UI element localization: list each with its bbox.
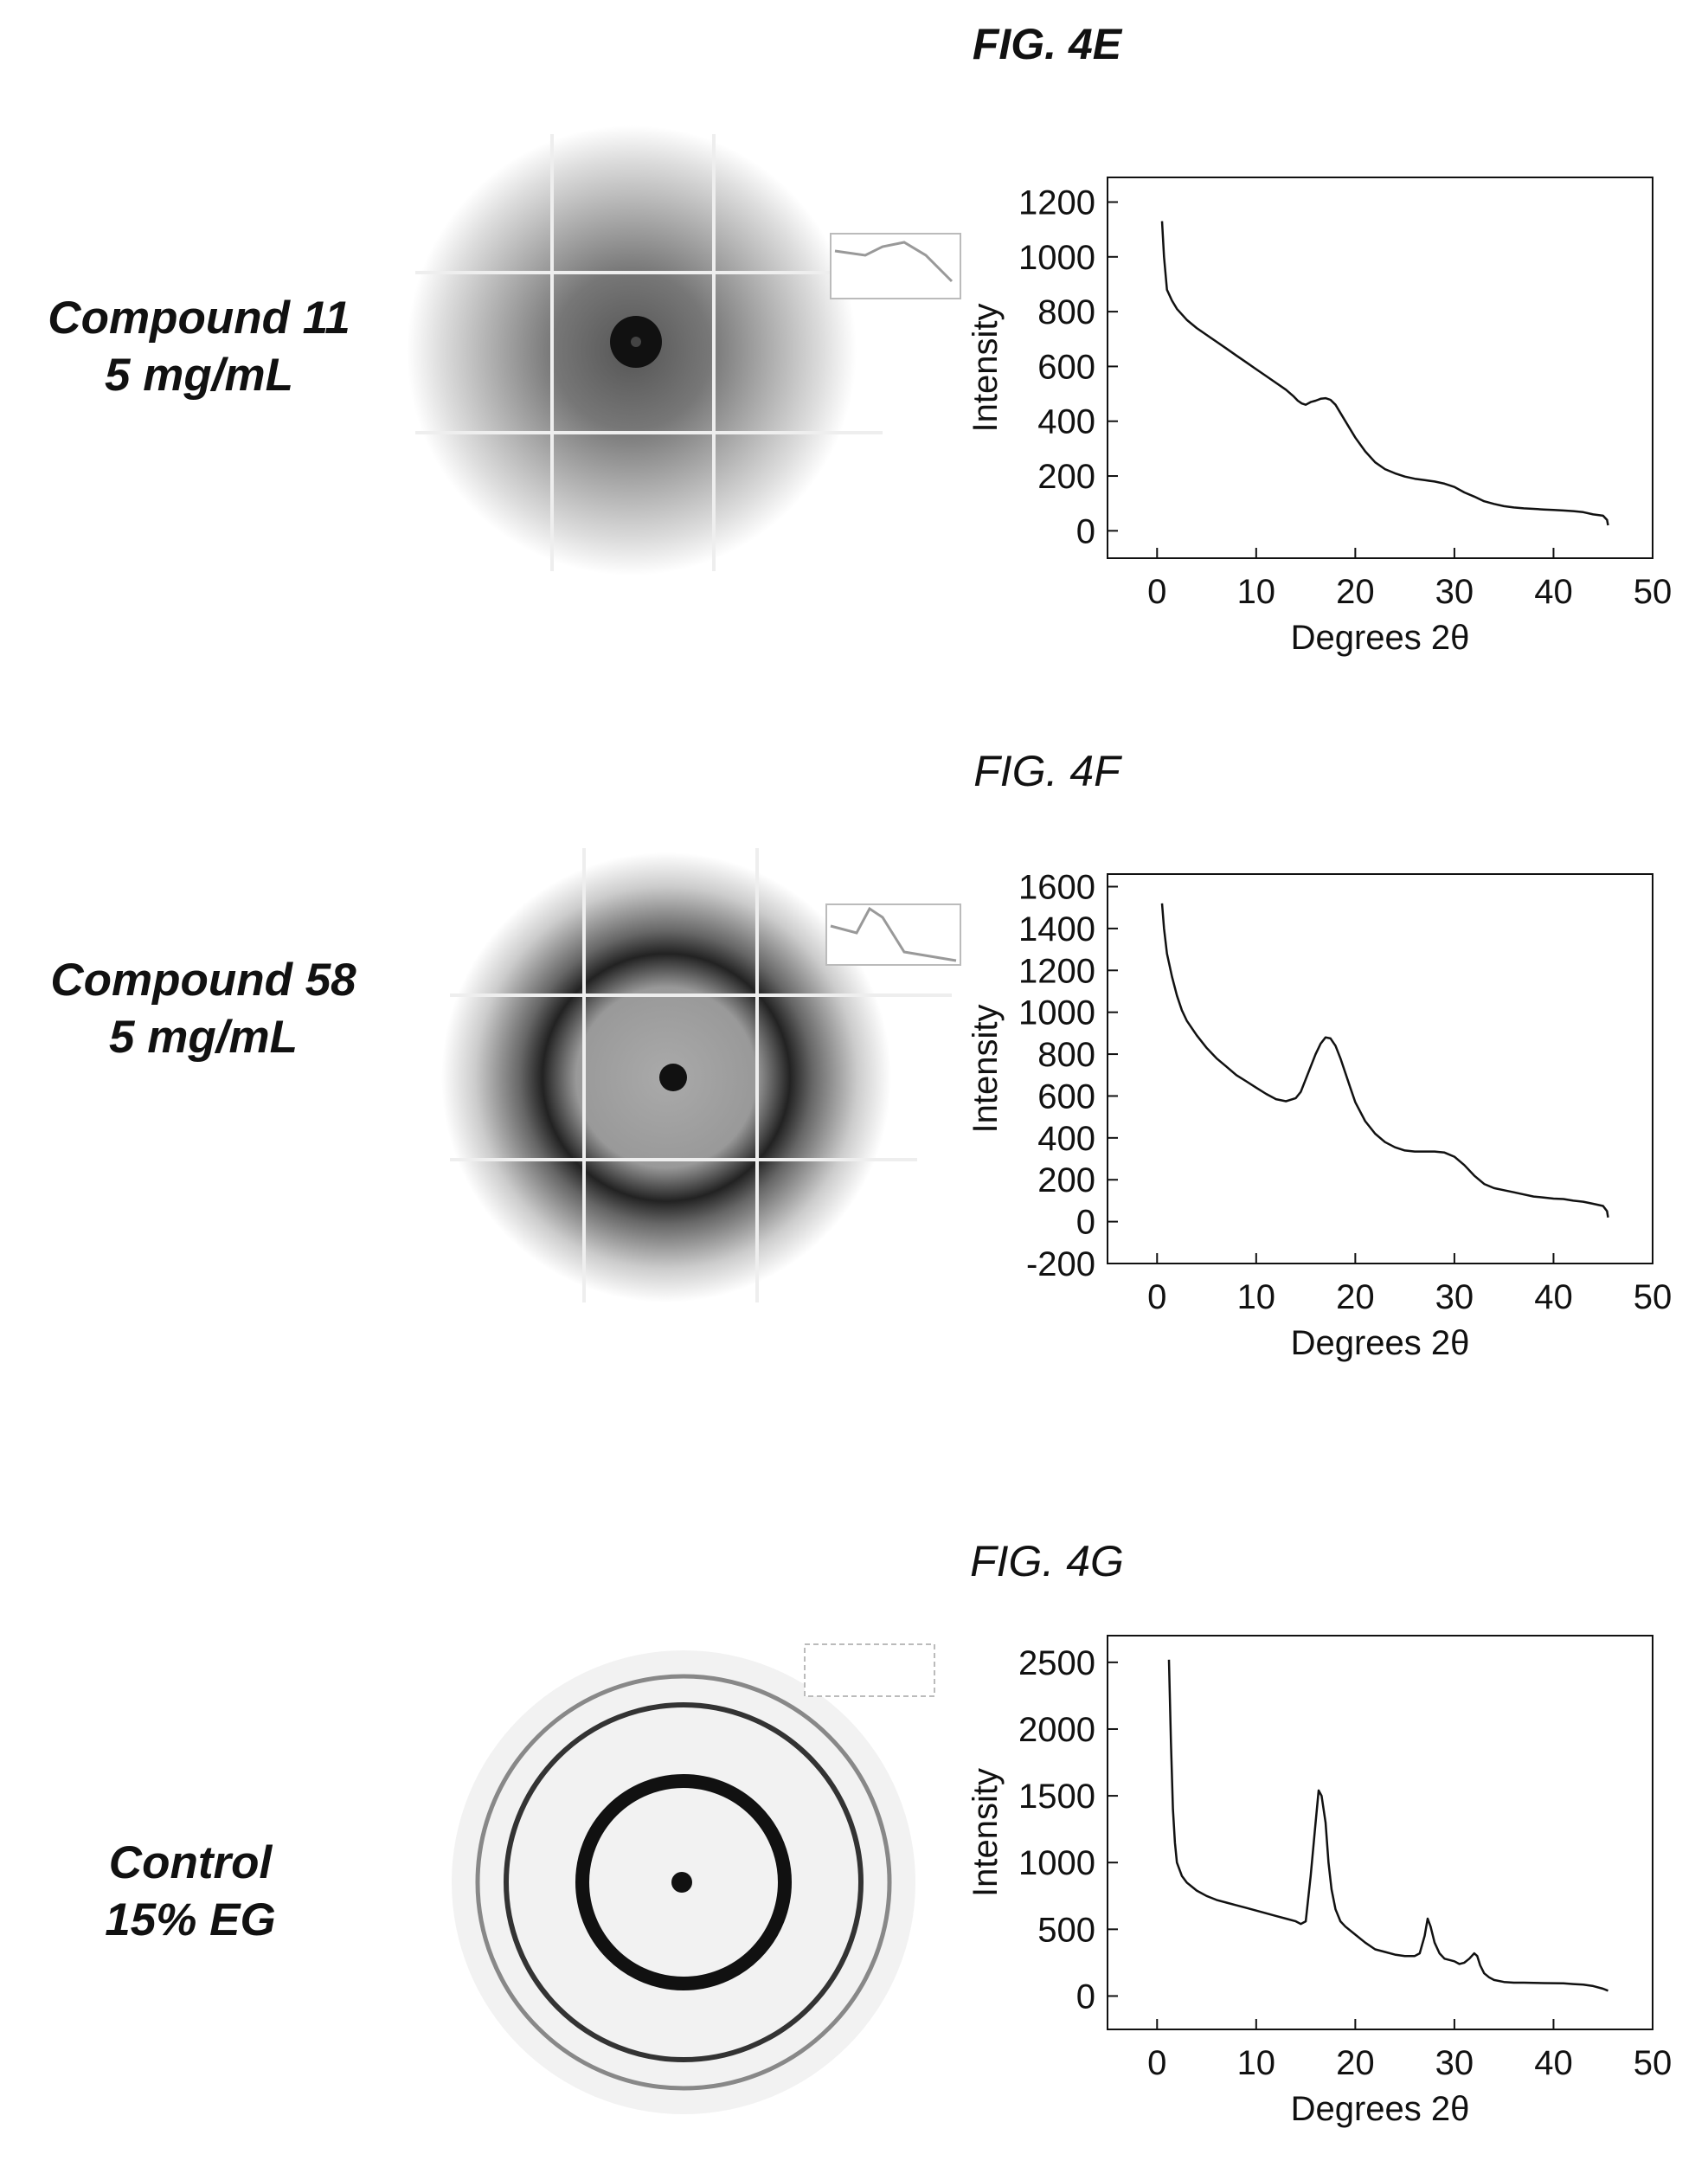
inner-ring [575, 1774, 792, 1990]
x-tick-label: 30 [1435, 573, 1474, 611]
outer-ring [475, 1674, 892, 2091]
y-tick-label: 0 [1076, 512, 1095, 550]
figure-label-4e: FIG. 4E [972, 20, 1122, 68]
x-tick-label: 0 [1147, 1278, 1166, 1316]
figure-label-4g: FIG. 4G [970, 1537, 1124, 1585]
x-tick-label: 30 [1435, 2044, 1474, 2082]
y-tick-label: 1200 [1018, 952, 1095, 990]
x-tick-label: 10 [1237, 1278, 1276, 1316]
y-tick-label: 2500 [1018, 1644, 1095, 1682]
x-tick-label: 20 [1336, 2044, 1375, 2082]
x-axis-label: Degrees 2θ [1291, 2090, 1470, 2128]
sample-concentration: 15% EG [105, 1894, 276, 1945]
sample-name: Compound 11 [48, 293, 350, 344]
beam-stop [659, 1064, 687, 1091]
plot-frame [1107, 873, 1653, 1264]
y-tick-label: 400 [1037, 1120, 1095, 1158]
beam-stop [671, 1872, 692, 1893]
diffraction-pattern-4f [441, 848, 961, 1302]
x-tick-label: 0 [1147, 2044, 1166, 2082]
y-tick-label: 1000 [1018, 1844, 1095, 1882]
y-tick-label: 600 [1037, 348, 1095, 386]
sample-concentration: 5 mg/mL [109, 1012, 298, 1063]
x-tick-label: 40 [1534, 1278, 1573, 1316]
y-tick-label: 800 [1037, 293, 1095, 331]
y-tick-label: 1500 [1018, 1778, 1095, 1816]
diffraction-pattern-4g [452, 1643, 935, 2114]
diffraction-pattern-4e [407, 125, 961, 576]
sample-name: Compound 58 [50, 955, 356, 1006]
x-tick-label: 20 [1336, 1278, 1375, 1316]
xrd-chart-4f: 0 10 20 30 40 50-2000200400600800100012001400… [966, 869, 1673, 1362]
y-tick-label: 0 [1076, 1977, 1095, 2016]
x-tick-label: 40 [1534, 2044, 1573, 2082]
xrd-chart-4e: 0 10 20 30 40 50 0 200 400 600 800 1000 1200 Degrees … [966, 177, 1673, 657]
x-axis-label: Degrees 2θ [1291, 619, 1470, 657]
x-tick-label: 20 [1336, 573, 1375, 611]
x-tick-label: 50 [1634, 2044, 1673, 2082]
y-tick-label: 600 [1037, 1077, 1095, 1116]
sample-label-control: Control 15% EG [0, 1835, 381, 1949]
y-tick-label: 0 [1076, 1204, 1095, 1242]
y-axis-label: Intensity [966, 304, 1005, 433]
y-tick-label: 2000 [1018, 1711, 1095, 1749]
y-tick-label: 200 [1037, 458, 1095, 496]
y-tick-label: 500 [1037, 1911, 1095, 1949]
y-tick-label: 800 [1037, 1036, 1095, 1074]
sample-name: Control [108, 1837, 273, 1888]
y-tick-label: 400 [1037, 403, 1095, 441]
sample-concentration: 5 mg/mL [105, 350, 293, 401]
x-tick-label: 30 [1435, 1278, 1474, 1316]
middle-ring [504, 1702, 864, 2062]
x-tick-label: 50 [1634, 573, 1673, 611]
plot-frame [1107, 1635, 1653, 2030]
y-tick-label: 1000 [1018, 994, 1095, 1032]
inset-thumbnail [804, 1643, 935, 1697]
x-tick-label: 50 [1634, 1278, 1673, 1316]
x-axis-label: Degrees 2θ [1291, 1324, 1470, 1362]
y-tick-label: 200 [1037, 1161, 1095, 1199]
sample-label-compound-58: Compound 58 5 mg/mL [13, 952, 394, 1066]
y-tick-label: 1000 [1018, 239, 1095, 277]
y-tick-label: 1400 [1018, 910, 1095, 948]
y-axis-label: Intensity [966, 1768, 1005, 1897]
figure-label-4f: FIG. 4F [973, 747, 1120, 795]
inset-thumbnail [825, 903, 961, 966]
intensity-line [1167, 1659, 1608, 1992]
x-tick-label: 10 [1237, 2044, 1276, 2082]
y-tick-label: 1600 [1018, 869, 1095, 907]
intensity-line [1160, 221, 1609, 526]
x-tick-label: 40 [1534, 573, 1573, 611]
sample-label-compound-11: Compound 11 5 mg/mL [9, 290, 389, 404]
intensity-line [1160, 903, 1609, 1219]
x-tick-label: 0 [1147, 573, 1166, 611]
x-tick-label: 10 [1237, 573, 1276, 611]
y-tick-label: 1200 [1018, 183, 1095, 222]
plot-frame [1107, 177, 1653, 559]
y-axis-label: Intensity [966, 1005, 1005, 1134]
y-tick-label: -200 [1026, 1245, 1095, 1283]
